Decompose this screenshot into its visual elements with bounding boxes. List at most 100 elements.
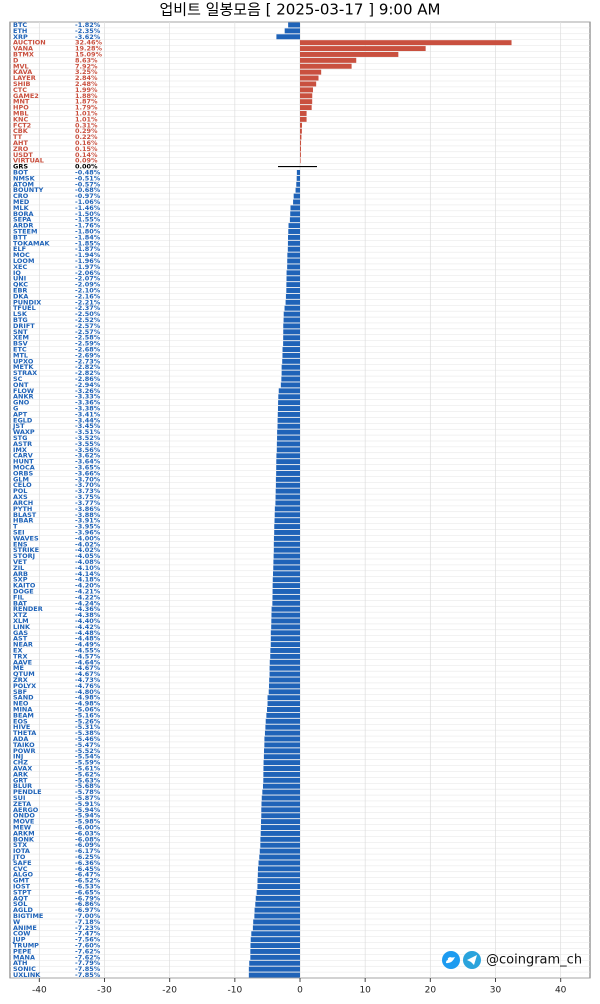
value-label: -2.68% bbox=[75, 346, 101, 354]
value-label: -7.56% bbox=[75, 936, 101, 944]
bar bbox=[273, 553, 300, 559]
bar bbox=[261, 807, 300, 813]
category-label: BEAM bbox=[13, 711, 34, 719]
category-label: GAS bbox=[13, 629, 28, 637]
bar bbox=[264, 736, 300, 742]
value-label: -7.79% bbox=[75, 959, 101, 967]
value-label: -4.00% bbox=[75, 534, 101, 542]
category-label: EBR bbox=[13, 287, 27, 295]
value-label: -2.82% bbox=[75, 369, 101, 377]
bar bbox=[272, 583, 300, 589]
category-label: BOT bbox=[13, 168, 28, 176]
bar bbox=[275, 482, 300, 488]
category-label: ALGO bbox=[13, 871, 34, 879]
category-label: ETC bbox=[13, 346, 27, 354]
category-label: MNT bbox=[13, 98, 30, 106]
category-label: CELO bbox=[13, 481, 32, 489]
category-label: UNI bbox=[13, 275, 26, 283]
category-label: JTO bbox=[12, 853, 26, 861]
value-label: -2.09% bbox=[75, 281, 101, 289]
bar bbox=[293, 199, 300, 205]
value-label: -0.97% bbox=[75, 192, 101, 200]
bar bbox=[277, 406, 300, 412]
category-label: ATOM bbox=[13, 180, 34, 188]
category-label: ATH bbox=[13, 959, 27, 967]
value-label: -1.82% bbox=[75, 21, 101, 29]
value-label: -6.52% bbox=[75, 877, 101, 885]
bar bbox=[278, 388, 300, 394]
value-label: -6.00% bbox=[75, 824, 101, 832]
category-label: T bbox=[13, 523, 18, 531]
category-label: ARDR bbox=[13, 222, 33, 230]
value-label: -6.36% bbox=[75, 859, 101, 867]
category-label: IMX bbox=[13, 446, 27, 454]
value-label: -6.25% bbox=[75, 853, 101, 861]
category-label: POL bbox=[13, 487, 27, 495]
bar bbox=[285, 293, 300, 299]
value-label: -3.55% bbox=[75, 440, 101, 448]
category-label: SEPA bbox=[13, 216, 31, 224]
value-label: 0.15% bbox=[75, 145, 98, 153]
value-label: -4.98% bbox=[75, 694, 101, 702]
category-label: SC bbox=[13, 375, 23, 383]
value-label: -4.76% bbox=[75, 682, 101, 690]
category-label: AXS bbox=[13, 493, 28, 501]
value-label: -4.38% bbox=[75, 611, 101, 619]
value-label: -6.03% bbox=[75, 829, 101, 837]
bar bbox=[271, 624, 300, 630]
value-label: -3.56% bbox=[75, 446, 101, 454]
value-label: 19.28% bbox=[75, 45, 103, 53]
category-label: BTMX bbox=[13, 50, 34, 58]
bar bbox=[255, 895, 300, 901]
bar bbox=[266, 712, 300, 718]
value-label: -1.87% bbox=[75, 245, 101, 253]
value-label: -5.52% bbox=[75, 747, 101, 755]
bar bbox=[259, 848, 300, 854]
value-label: -6.17% bbox=[75, 847, 101, 855]
bar bbox=[262, 783, 300, 789]
category-label: AST bbox=[13, 635, 28, 643]
category-label: MOVE bbox=[13, 818, 34, 826]
value-label: -0.68% bbox=[75, 186, 101, 194]
value-label: -2.06% bbox=[75, 269, 101, 277]
category-label: MANA bbox=[13, 953, 35, 961]
bar bbox=[263, 766, 300, 771]
value-label: -5.31% bbox=[75, 723, 101, 731]
bar bbox=[260, 825, 300, 830]
bar bbox=[268, 689, 300, 695]
bar bbox=[257, 884, 300, 890]
bar bbox=[286, 276, 300, 282]
value-label: -1.80% bbox=[75, 227, 101, 235]
category-label: JUP bbox=[12, 936, 26, 944]
value-label: 1.01% bbox=[75, 109, 98, 117]
category-label: BOUNTY bbox=[13, 186, 44, 194]
value-label: -2.94% bbox=[75, 381, 101, 389]
bar bbox=[281, 364, 300, 370]
bar bbox=[248, 966, 300, 972]
bar bbox=[274, 512, 300, 518]
category-label: GNO bbox=[13, 399, 30, 407]
category-label: BLAST bbox=[13, 511, 37, 519]
value-label: -1.84% bbox=[75, 233, 101, 241]
value-label: -3.33% bbox=[75, 393, 101, 401]
value-label: -1.46% bbox=[75, 204, 101, 212]
bar bbox=[262, 789, 300, 795]
category-label: XEM bbox=[13, 334, 29, 342]
bar bbox=[276, 470, 300, 476]
value-label: -5.78% bbox=[75, 788, 101, 796]
category-label: MINA bbox=[13, 705, 32, 713]
category-label: IOTA bbox=[13, 847, 30, 855]
value-label: -3.62% bbox=[75, 452, 101, 460]
value-label: -3.91% bbox=[75, 517, 101, 525]
value-label: 0.09% bbox=[75, 157, 98, 165]
value-label: -3.88% bbox=[75, 511, 101, 519]
bar bbox=[288, 229, 300, 234]
value-label: -7.62% bbox=[75, 953, 101, 961]
value-label: -2.73% bbox=[75, 357, 101, 365]
value-label: 1.88% bbox=[75, 92, 98, 100]
value-label: -3.62% bbox=[75, 33, 101, 41]
value-label: -3.36% bbox=[75, 399, 101, 407]
value-label: -3.86% bbox=[75, 505, 101, 513]
bar bbox=[251, 931, 300, 937]
value-label: -4.67% bbox=[75, 664, 101, 672]
